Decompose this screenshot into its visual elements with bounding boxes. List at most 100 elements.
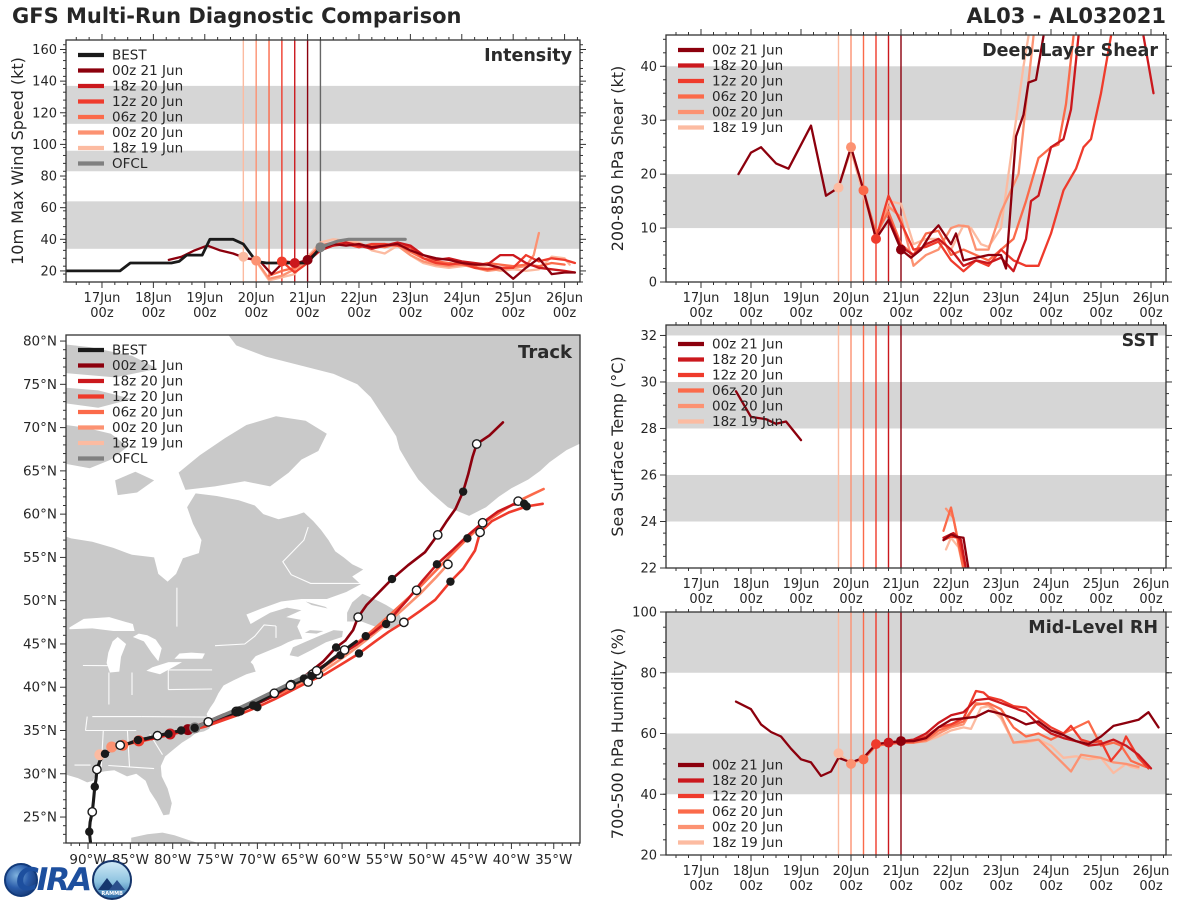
x-tick-label: 00z — [1039, 879, 1063, 894]
y-tick-label: 30 — [640, 114, 657, 129]
x-tick-label: 20Jun — [833, 291, 870, 306]
y-tick-label: 24 — [640, 515, 657, 530]
y-tick-label: 32 — [640, 329, 657, 344]
series-00z-21-Jun — [734, 700, 1160, 778]
legend-label: 18z 20 Jun — [712, 773, 783, 789]
x-tick-label: 20Jun — [833, 864, 870, 879]
series-OFCL — [318, 237, 407, 249]
legend-label: 00z 20 Jun — [712, 399, 783, 415]
init-dot — [871, 739, 881, 750]
lat-tick-label: 30°N — [23, 766, 57, 782]
x-tick-label: 00z — [1039, 592, 1063, 607]
x-tick-label: 22Jun — [933, 864, 970, 879]
legend-label: BEST — [112, 343, 147, 359]
y-tick-label: 40 — [640, 788, 657, 803]
x-tick-label: 00z — [501, 306, 525, 321]
x-tick-label: 25Jun — [1083, 291, 1120, 306]
storm-id-title: AL03 - AL032021 — [966, 4, 1167, 28]
legend-label: 18z 20 Jun — [712, 58, 783, 74]
legend-label: 12z 20 Jun — [112, 389, 183, 405]
x-tick-label: 00z — [1139, 306, 1163, 321]
lon-tick-label: 40°W — [493, 852, 530, 868]
legend-label: 00z 21 Jun — [712, 337, 783, 353]
legend-label: 00z 21 Jun — [712, 758, 783, 774]
legend-label: 00z 20 Jun — [712, 105, 783, 121]
lake-polygon — [146, 662, 182, 675]
legend-item: 12z 20 Jun — [678, 368, 783, 384]
category-band — [666, 66, 1166, 121]
init-dot — [858, 185, 869, 196]
x-tick-label: 00z — [689, 879, 713, 894]
legend-label: 00z 21 Jun — [712, 43, 783, 59]
legend-item: 12z 20 Jun — [678, 789, 783, 805]
lake-polygon — [132, 633, 162, 662]
position-dot-open — [443, 559, 453, 570]
series-00z-21-Jun — [737, 35, 1045, 270]
legend-label: 00z 21 Jun — [112, 358, 183, 374]
x-tick-label: 00z — [989, 592, 1013, 607]
x-tick-label: 00z — [296, 306, 320, 321]
legend-item: 06z 20 Jun — [78, 405, 183, 421]
legend-label: 18z 19 Jun — [712, 120, 783, 136]
land-polygon — [178, 416, 327, 490]
lon-tick-label: 65°W — [281, 852, 318, 868]
x-tick-label: 23Jun — [392, 291, 429, 306]
lat-tick-label: 55°N — [23, 550, 57, 566]
y-tick-label: 20 — [40, 264, 57, 279]
legend-item: 18z 20 Jun — [678, 773, 783, 789]
x-tick-label: 00z — [889, 879, 913, 894]
legend-item: 18z 19 Jun — [678, 120, 783, 136]
position-dot-open — [269, 688, 280, 699]
legend-item: 18z 19 Jun — [678, 414, 783, 430]
x-tick-label: 00z — [989, 879, 1013, 894]
lat-tick-label: 40°N — [23, 680, 57, 696]
position-dot-open — [311, 665, 322, 676]
state-border — [126, 730, 131, 767]
legend-item: 00z 21 Jun — [678, 337, 783, 353]
y-tick-label: 10 — [640, 222, 657, 237]
x-tick-label: 00z — [989, 306, 1013, 321]
lat-tick-label: 45°N — [23, 636, 57, 652]
sst-panel: 17Jun00z18Jun00z19Jun00z20Jun00z21Jun00z… — [608, 319, 1172, 607]
position-dot-filled — [387, 574, 397, 584]
y-tick-label: 140 — [32, 75, 57, 90]
category-band — [666, 612, 1166, 673]
x-tick-label: 25Jun — [1083, 577, 1120, 592]
lat-tick-label: 65°N — [23, 463, 57, 479]
legend-item: 00z 20 Jun — [678, 820, 783, 836]
legend-item: BEST — [78, 48, 147, 64]
lat-tick-label: 75°N — [23, 377, 57, 393]
track-map-panel: 90°W 85°W 80°W 75°W 70°W 65°W 60°W 55°W 50°W 45°W… — [23, 334, 581, 868]
land-polygon — [115, 471, 155, 496]
legend-label: BEST — [112, 48, 147, 64]
x-tick-label: 18Jun — [135, 291, 172, 306]
legend-item: 12z 20 Jun — [78, 389, 183, 405]
y-tick-label: 60 — [40, 201, 57, 216]
lon-tick-label: 35°W — [535, 852, 572, 868]
legend-item: 00z 20 Jun — [678, 399, 783, 415]
land-polygon — [289, 630, 343, 657]
state-border — [168, 688, 213, 691]
x-tick-label: 00z — [142, 306, 166, 321]
rh-panel: 17Jun00z18Jun00z19Jun00z20Jun00z21Jun00z… — [608, 606, 1172, 894]
lon-tick-label: 60°W — [323, 852, 360, 868]
land-polygon — [224, 678, 239, 682]
y-tick-label: 0 — [649, 276, 657, 291]
legend-item: OFCL — [78, 156, 148, 172]
legend-label: 18z 19 Jun — [112, 436, 183, 452]
x-tick-label: 22Jun — [933, 577, 970, 592]
position-dot-open — [87, 806, 98, 817]
x-tick-label: 20Jun — [833, 577, 870, 592]
cira-globe-icon — [4, 863, 38, 897]
x-tick-label: 25Jun — [495, 291, 532, 306]
x-tick-label: 00z — [1039, 306, 1063, 321]
init-dot — [883, 737, 894, 748]
category-band — [666, 474, 1166, 522]
legend-label: 18z 20 Jun — [112, 374, 183, 390]
y-tick-label: 26 — [640, 468, 657, 483]
y-tick-label: 20 — [640, 168, 657, 183]
x-tick-label: 00z — [1089, 592, 1113, 607]
y-tick-label: 40 — [640, 60, 657, 75]
series-12z-20-Jun — [874, 35, 1113, 273]
category-band — [666, 381, 1166, 429]
